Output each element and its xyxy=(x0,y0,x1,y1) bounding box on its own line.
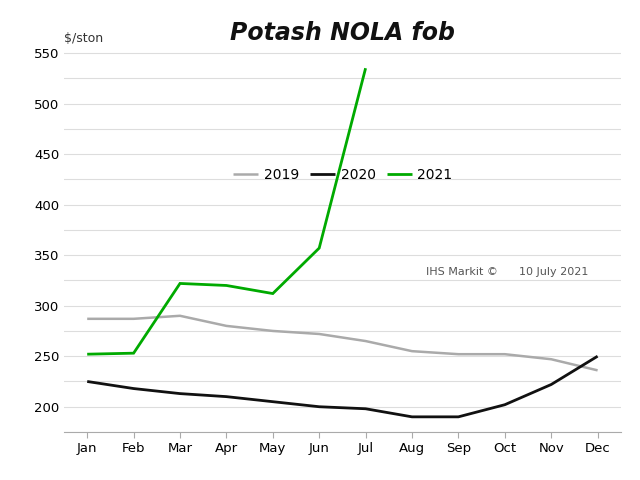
2020 xyxy=(362,406,369,412)
2020 xyxy=(594,353,602,359)
2019 xyxy=(269,328,276,334)
2019 xyxy=(454,351,462,357)
2021 xyxy=(316,245,323,251)
2021 xyxy=(223,283,230,288)
2019 xyxy=(130,316,138,322)
2019 xyxy=(501,351,509,357)
2020 xyxy=(269,399,276,405)
2019 xyxy=(316,331,323,337)
2020 xyxy=(501,402,509,408)
2021 xyxy=(83,351,91,357)
Line: 2021: 2021 xyxy=(87,68,365,354)
2020 xyxy=(316,404,323,409)
2020 xyxy=(176,391,184,396)
Text: IHS Markit ©: IHS Markit © xyxy=(426,267,498,277)
2020 xyxy=(454,414,462,420)
2019 xyxy=(362,338,369,344)
2020 xyxy=(130,385,138,391)
Text: $/ston: $/ston xyxy=(64,32,103,45)
2020 xyxy=(83,379,91,384)
2020 xyxy=(408,414,416,420)
2021 xyxy=(362,65,369,71)
2019 xyxy=(594,368,602,373)
2019 xyxy=(547,356,555,362)
2021 xyxy=(130,350,138,356)
Legend: 2019, 2020, 2021: 2019, 2020, 2021 xyxy=(228,162,458,188)
2019 xyxy=(408,348,416,354)
Title: Potash NOLA fob: Potash NOLA fob xyxy=(230,21,455,45)
2020 xyxy=(547,382,555,387)
2019 xyxy=(83,316,91,322)
2019 xyxy=(176,313,184,319)
Line: 2020: 2020 xyxy=(87,356,598,417)
2019 xyxy=(223,323,230,329)
2021 xyxy=(269,291,276,297)
2021 xyxy=(176,281,184,287)
Text: 10 July 2021: 10 July 2021 xyxy=(519,267,588,277)
Line: 2019: 2019 xyxy=(87,316,598,371)
2020 xyxy=(223,394,230,399)
